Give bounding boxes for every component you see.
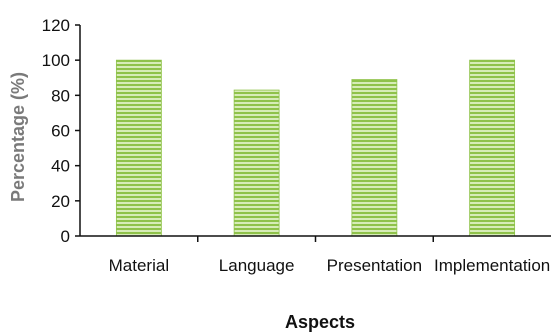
y-tick-label: 100 [42,51,70,70]
bar-language [233,89,280,237]
y-tick-label: 80 [51,86,70,105]
y-tick-label: 40 [51,157,70,176]
x-axis-label: Aspects [285,312,355,332]
bars-group [115,59,516,237]
y-tick-label: 20 [51,192,70,211]
y-tick-label: 60 [51,122,70,141]
bar-material [115,59,162,237]
bar-presentation [351,79,398,237]
y-tick-label: 0 [61,227,70,246]
y-tick-label: 120 [42,16,70,35]
x-category-label: Presentation [327,256,422,275]
y-axis-label: Percentage (%) [8,72,28,202]
x-category-label: Language [219,256,295,275]
x-category-label: Implementation [434,256,550,275]
x-category-label: Material [109,256,169,275]
y-axis-ticks: 0 20 40 60 80 100 120 [42,16,80,246]
x-axis-categories: Material Language Presentation Implementati… [109,236,550,275]
bar-implementation [469,59,516,237]
